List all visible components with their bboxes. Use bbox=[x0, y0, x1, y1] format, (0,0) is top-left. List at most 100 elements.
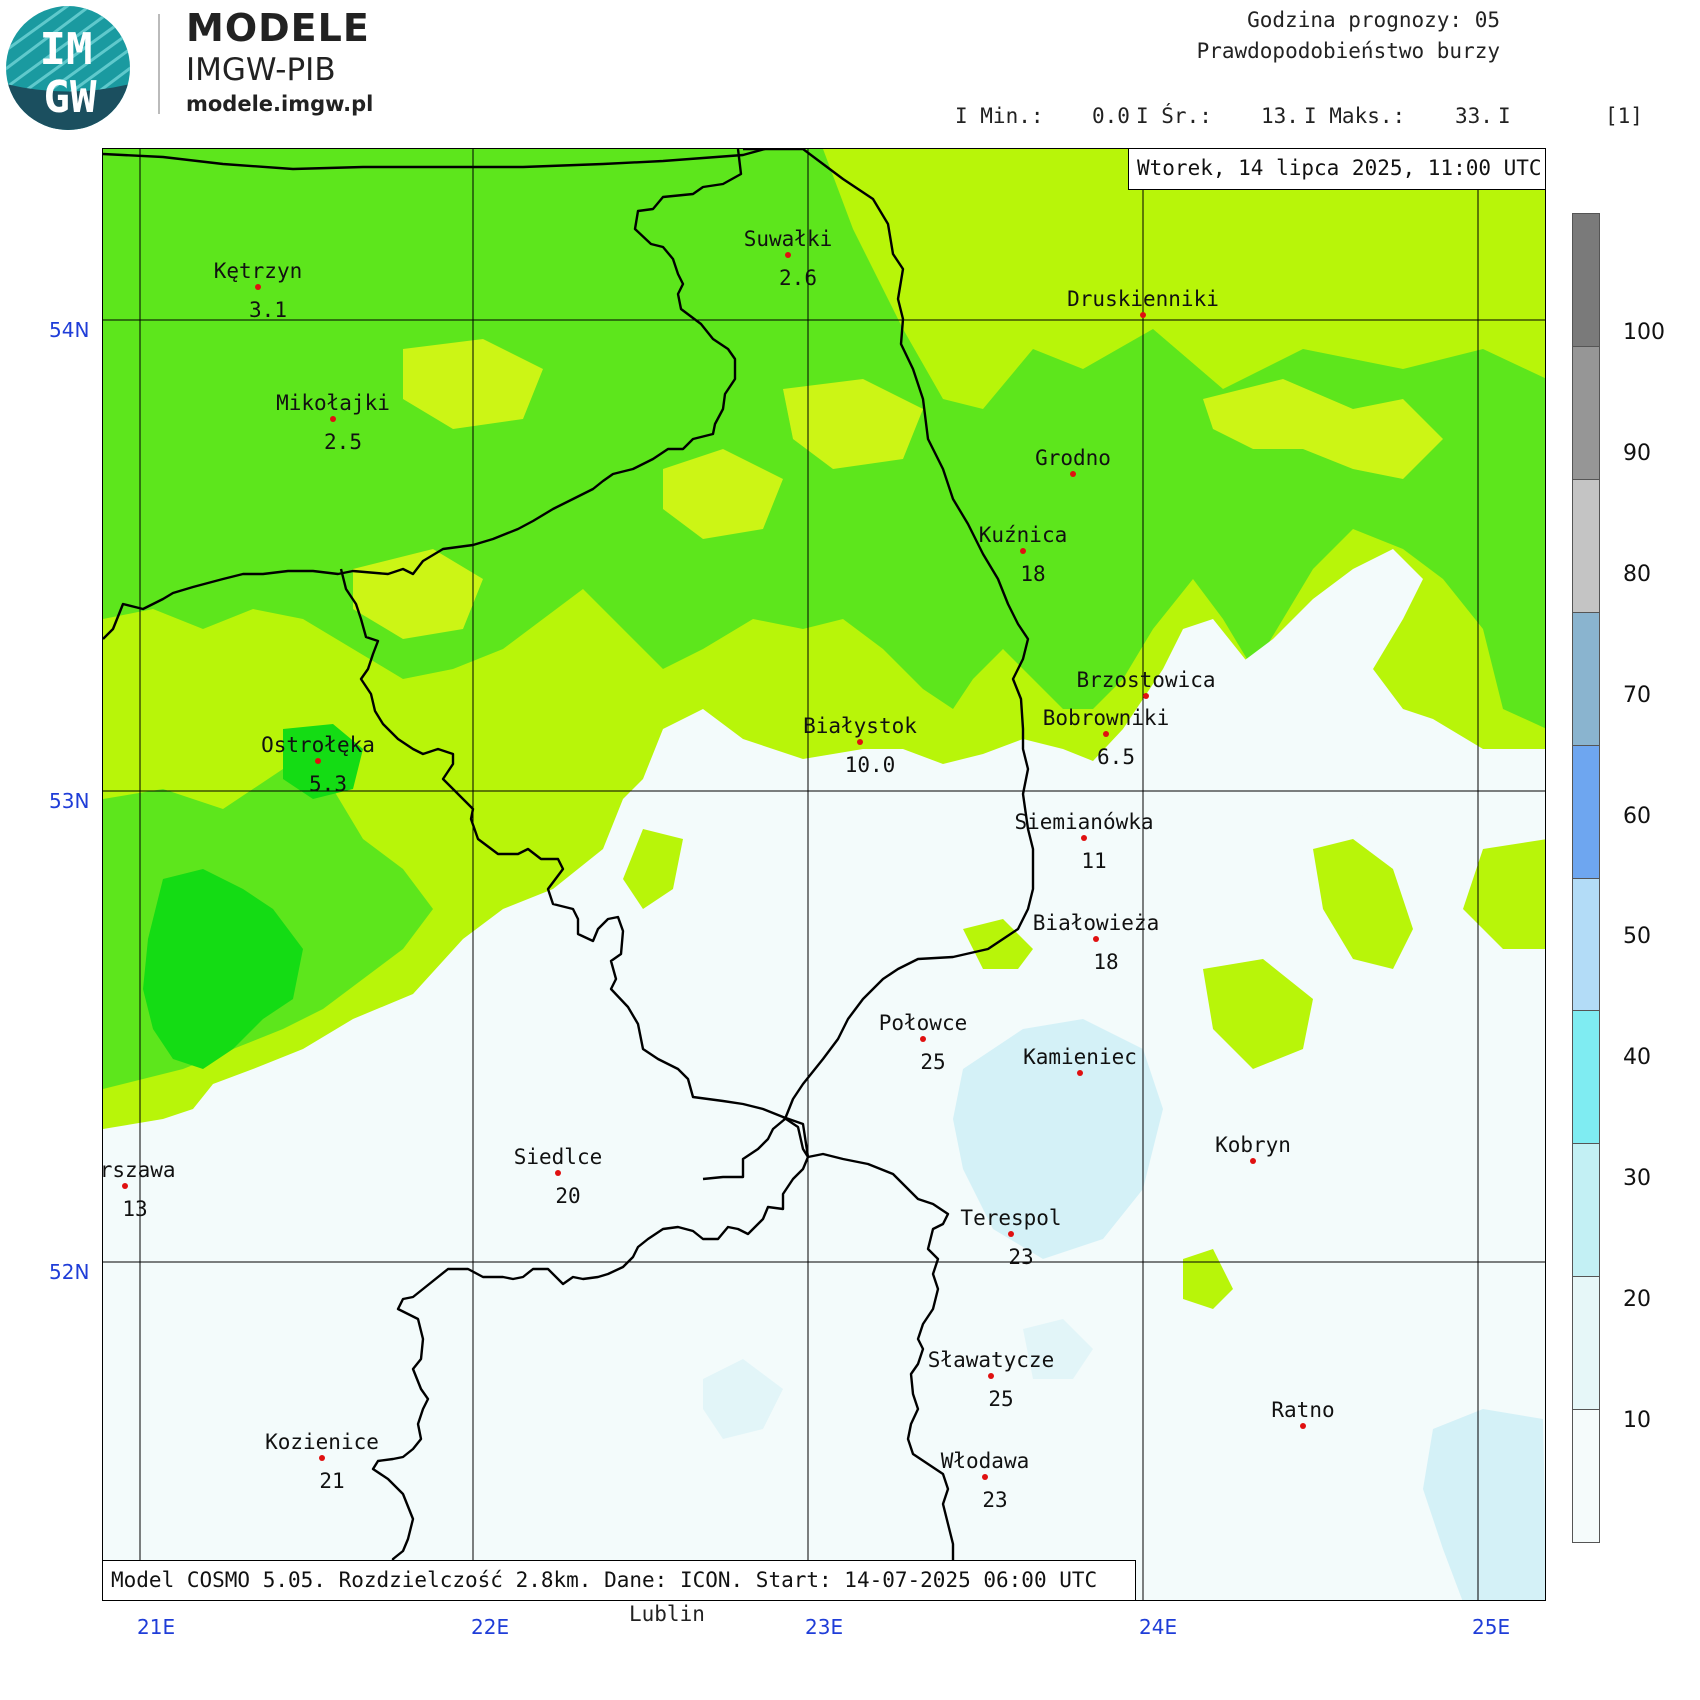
city-dot bbox=[785, 252, 791, 258]
imgw-badge-icon: IM GW bbox=[6, 6, 130, 130]
city-value: 23 bbox=[1008, 1245, 1033, 1269]
city-value: 2.5 bbox=[324, 430, 362, 454]
city-marker: Warszawa 13 bbox=[103, 1158, 176, 1221]
field-green-patch-mid bbox=[623, 829, 683, 909]
stat-end-bar: I bbox=[1498, 104, 1511, 128]
legend-value: 90 bbox=[1623, 440, 1651, 466]
graticule bbox=[103, 149, 1545, 1600]
city-dot bbox=[1093, 936, 1099, 942]
city-dot bbox=[1008, 1231, 1014, 1237]
stat-min-value: 0.0 bbox=[1092, 104, 1130, 128]
legend-value: 70 bbox=[1623, 682, 1651, 708]
city-name: Brzostowica bbox=[1076, 668, 1215, 692]
city-dot bbox=[982, 1474, 988, 1480]
city-marker: Białowieża 18 bbox=[1033, 911, 1159, 974]
city-value: 6.5 bbox=[1097, 745, 1135, 769]
field-dark-green-2 bbox=[283, 724, 363, 799]
city-dot bbox=[920, 1036, 926, 1042]
field-green-patch-siemianowka bbox=[963, 919, 1033, 969]
city-value: 25 bbox=[988, 1387, 1013, 1411]
city-marker: Siedlce 20 bbox=[514, 1145, 603, 1208]
city-dot bbox=[330, 416, 336, 422]
city-marker: Kobryn bbox=[1215, 1133, 1291, 1164]
city-dot bbox=[555, 1170, 561, 1176]
city-value: 18 bbox=[1020, 562, 1045, 586]
stats-row: I Min.: 0.0 I Śr.: 13. I Maks.: 33. I [1… bbox=[955, 104, 1655, 132]
legend-value: 100 bbox=[1623, 319, 1665, 345]
lat-label-53n: 53N bbox=[49, 789, 90, 813]
field-blue-kamieniec bbox=[953, 1019, 1163, 1259]
lon-label-24e: 24E bbox=[1139, 1615, 1178, 1639]
city-name: Białystok bbox=[803, 714, 917, 738]
field-green-patch-east-2 bbox=[1203, 959, 1313, 1069]
map-panel: Kętrzyn 3.1 Suwałki 2.6 Druskienniki Mikołajk… bbox=[102, 148, 1546, 1601]
city-marker: Kozienice 21 bbox=[265, 1430, 379, 1493]
stat-unit: [1] bbox=[1605, 104, 1643, 128]
field-low-northeast-2 bbox=[1123, 699, 1545, 949]
city-name: Kamieniec bbox=[1023, 1045, 1137, 1069]
legend-value: 20 bbox=[1623, 1287, 1651, 1313]
city-marker: Druskienniki bbox=[1067, 287, 1219, 318]
field-blue-south-2 bbox=[1023, 1319, 1093, 1379]
city-dot bbox=[1143, 693, 1149, 699]
city-name: Suwałki bbox=[744, 227, 833, 251]
stat-max-label: I Maks.: bbox=[1304, 104, 1406, 128]
field-green-patch-east bbox=[1313, 839, 1413, 969]
stat-avg-value: 13. bbox=[1261, 104, 1299, 128]
city-name: Białowieża bbox=[1033, 911, 1159, 935]
legend-swatches bbox=[1573, 214, 1599, 1543]
city-marker: Bobrowniki 6.5 bbox=[1043, 706, 1169, 769]
map-canvas: Kętrzyn 3.1 Suwałki 2.6 Druskienniki Mikołajk… bbox=[103, 149, 1545, 1600]
legend-value: 40 bbox=[1623, 1045, 1651, 1071]
lat-label-54n: 54N bbox=[49, 318, 90, 342]
city-marker: Brzostowica bbox=[1076, 668, 1216, 699]
forecast-field bbox=[103, 149, 1545, 1600]
city-name: Bobrowniki bbox=[1043, 706, 1169, 730]
city-name: Terespol bbox=[960, 1206, 1061, 1230]
city-name: Sławatycze bbox=[928, 1348, 1054, 1372]
logo-title: MODELE bbox=[186, 6, 370, 50]
city-dot bbox=[1300, 1423, 1306, 1429]
city-value: 13 bbox=[122, 1197, 147, 1221]
city-marker: Sławatycze 25 bbox=[928, 1348, 1054, 1411]
country-borders bbox=[103, 149, 1035, 1600]
color-legend bbox=[1572, 213, 1600, 1543]
logo-url: modele.imgw.pl bbox=[186, 92, 374, 116]
legend-value: 80 bbox=[1623, 561, 1651, 587]
legend-value: 10 bbox=[1623, 1408, 1651, 1434]
city-marker: Suwałki 2.6 bbox=[744, 227, 833, 290]
city-value: 25 bbox=[920, 1050, 945, 1074]
city-marker: Ratno bbox=[1271, 1398, 1335, 1429]
city-name: Ostrołęka bbox=[261, 733, 375, 757]
city-value: 3.1 bbox=[249, 298, 287, 322]
field-pale-green-1 bbox=[1203, 379, 1443, 479]
field-blue-south bbox=[703, 1359, 783, 1439]
city-dot bbox=[319, 1455, 325, 1461]
legend-swatch bbox=[1573, 1410, 1599, 1543]
legend-swatch bbox=[1573, 1277, 1599, 1411]
field-blue-se bbox=[1423, 1409, 1545, 1600]
city-marker: Terespol 23 bbox=[960, 1206, 1061, 1269]
city-name: Druskienniki bbox=[1067, 287, 1219, 311]
city-name: Grodno bbox=[1035, 446, 1111, 470]
legend-value: 50 bbox=[1623, 924, 1651, 950]
legend-value: 60 bbox=[1623, 803, 1651, 829]
stat-max-value: 33. bbox=[1455, 104, 1493, 128]
city-marker: Kuźnica 18 bbox=[979, 523, 1068, 586]
valid-datetime: Wtorek, 14 lipca 2025, 11:00 UTC bbox=[1128, 149, 1545, 190]
forecast-hour-label: Godzina prognozy: 05 bbox=[1247, 8, 1500, 32]
legend-swatch bbox=[1573, 878, 1599, 1012]
field-low-northeast bbox=[1203, 549, 1423, 789]
city-dot bbox=[255, 284, 261, 290]
city-dot bbox=[1103, 731, 1109, 737]
field-pale-green-2 bbox=[783, 379, 923, 469]
city-name: Połowce bbox=[879, 1011, 968, 1035]
city-value: 23 bbox=[982, 1488, 1007, 1512]
field-green-patch-far-east bbox=[1463, 839, 1545, 949]
model-info: Model COSMO 5.05. Rozdzielczość 2.8km. D… bbox=[103, 1560, 1136, 1600]
city-name: Warszawa bbox=[103, 1158, 176, 1182]
legend-swatch bbox=[1573, 479, 1599, 613]
city-value: 11 bbox=[1081, 849, 1106, 873]
legend-swatch bbox=[1573, 214, 1599, 347]
svg-text:GW: GW bbox=[44, 72, 97, 123]
